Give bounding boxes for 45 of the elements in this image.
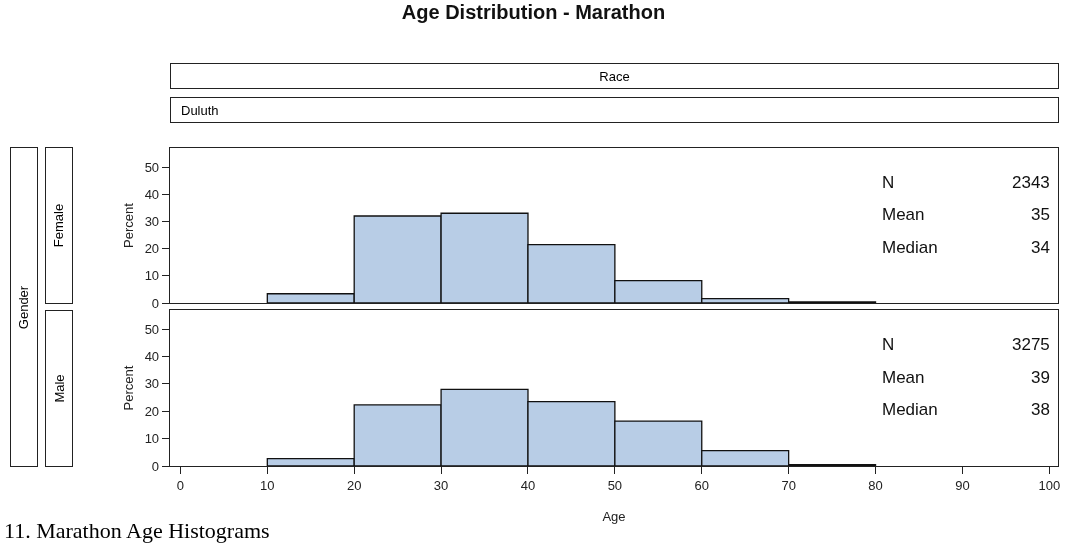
y-tick-label: 40 [144, 349, 160, 365]
text: Race [599, 68, 630, 84]
annotation: N [882, 173, 895, 192]
x-tick-label: 70 [781, 477, 796, 493]
y-tick-label: 20 [144, 241, 160, 257]
x-axis-title: Age [602, 509, 626, 525]
x-tick-label: 80 [868, 477, 883, 493]
y-tick-label: 30 [144, 213, 160, 229]
x-tick-label: 40 [520, 477, 536, 493]
annotation: Median [882, 400, 938, 419]
x-tick-label: 60 [694, 477, 709, 493]
annotation: 3275 [1012, 335, 1050, 354]
y-axis-title: Percent [120, 202, 136, 248]
x-tick-label: 0 [176, 477, 185, 493]
y-tick-label: 20 [144, 403, 160, 419]
annotation: 2343 [1012, 173, 1050, 192]
y-tick-label: 30 [144, 376, 160, 392]
annotation: N [882, 335, 895, 354]
y-tick-label: 50 [144, 159, 160, 175]
x-tick-label: 10 [260, 477, 275, 493]
annotation: Mean [882, 368, 925, 387]
x-tick-label: 30 [433, 477, 449, 493]
x-tick-label: 50 [607, 477, 623, 493]
chart-title: Age Distribution - Marathon [401, 0, 666, 23]
text: Female [51, 203, 67, 248]
annotation: 39 [1031, 368, 1050, 387]
x-tick-label: 20 [346, 477, 362, 493]
annotation: Median [882, 238, 938, 257]
y-tick-label: 10 [144, 431, 160, 447]
annotation: 38 [1031, 400, 1050, 419]
y-tick-label: 40 [144, 186, 160, 202]
text: 11. Marathon Age Histograms [4, 518, 270, 544]
annotation: 34 [1031, 238, 1050, 257]
y-tick-label: 50 [144, 321, 160, 337]
y-axis-title: Percent [120, 365, 136, 411]
y-tick-label: 0 [151, 458, 160, 474]
text: Duluth [181, 102, 219, 118]
x-tick-label: 90 [955, 477, 970, 493]
annotation: Mean [882, 205, 925, 224]
x-tick-label: 100 [1038, 477, 1061, 493]
y-tick-label: 10 [144, 268, 160, 284]
annotation: 35 [1031, 205, 1050, 224]
y-tick-label: 0 [151, 295, 160, 311]
text: Male [51, 374, 67, 403]
text: Gender [16, 285, 32, 329]
